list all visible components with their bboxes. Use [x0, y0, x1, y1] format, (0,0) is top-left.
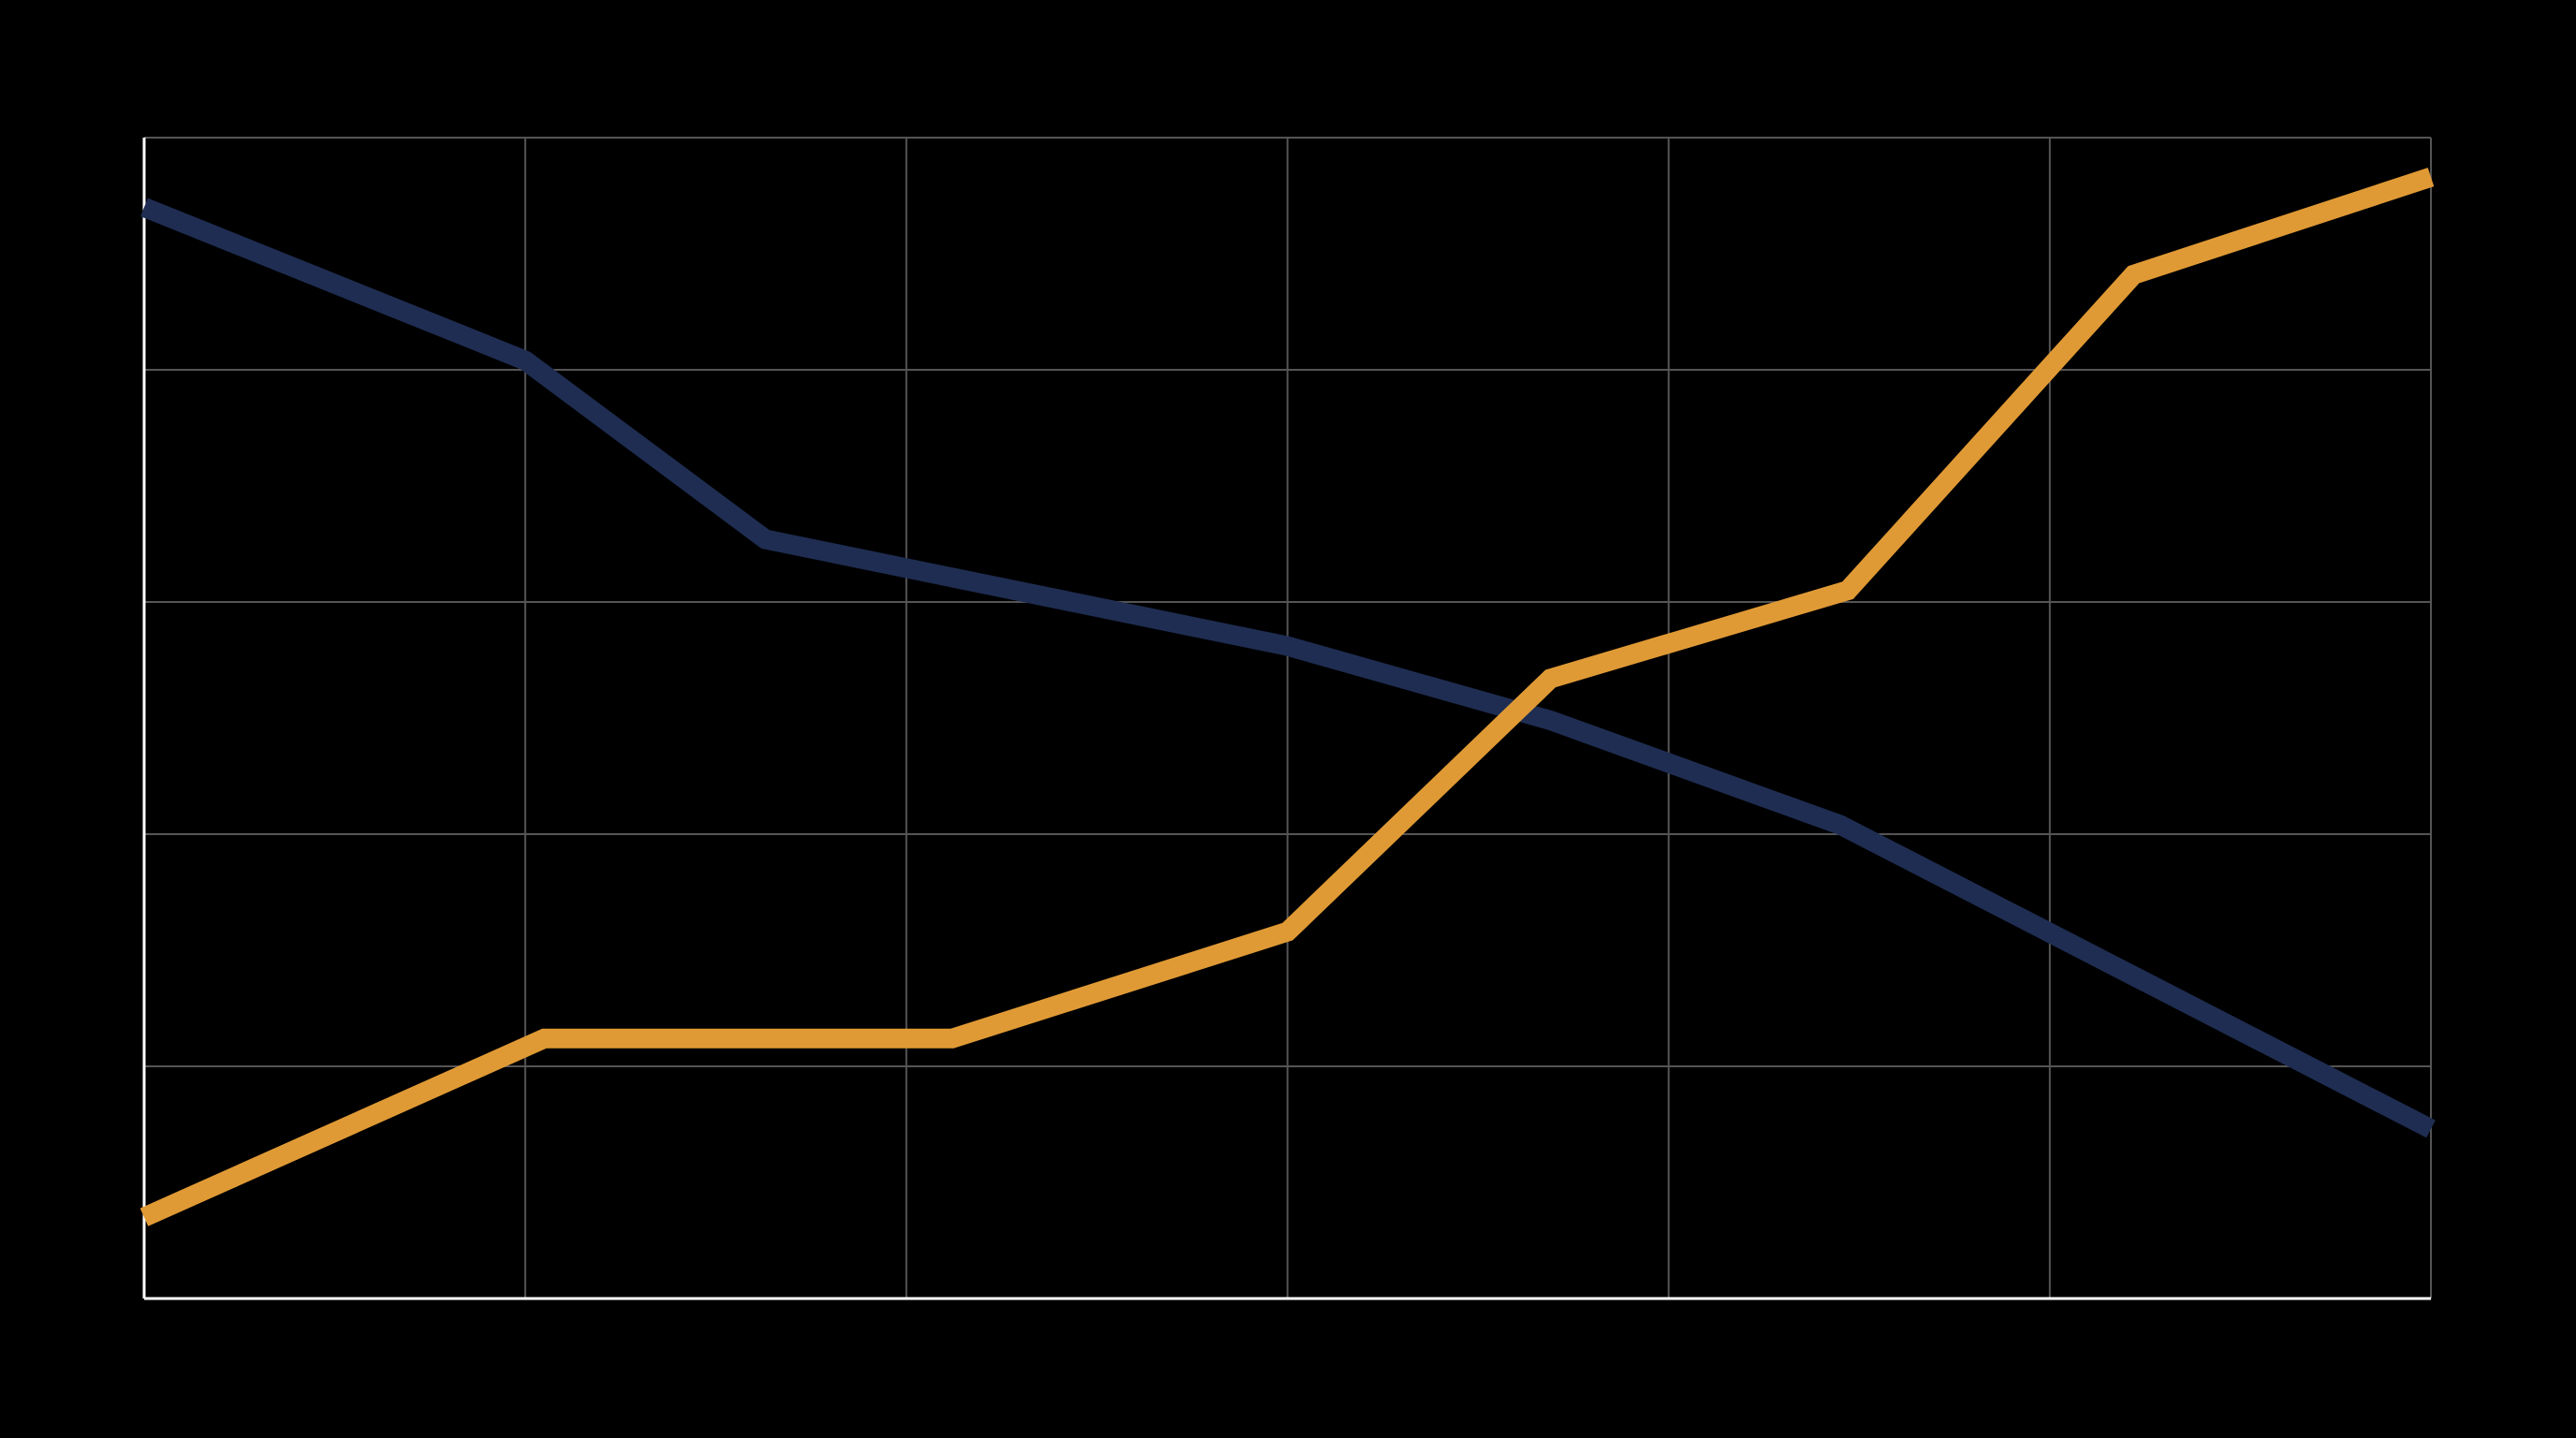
line-series: [139, 168, 2435, 1226]
line-series: [140, 198, 2436, 1138]
